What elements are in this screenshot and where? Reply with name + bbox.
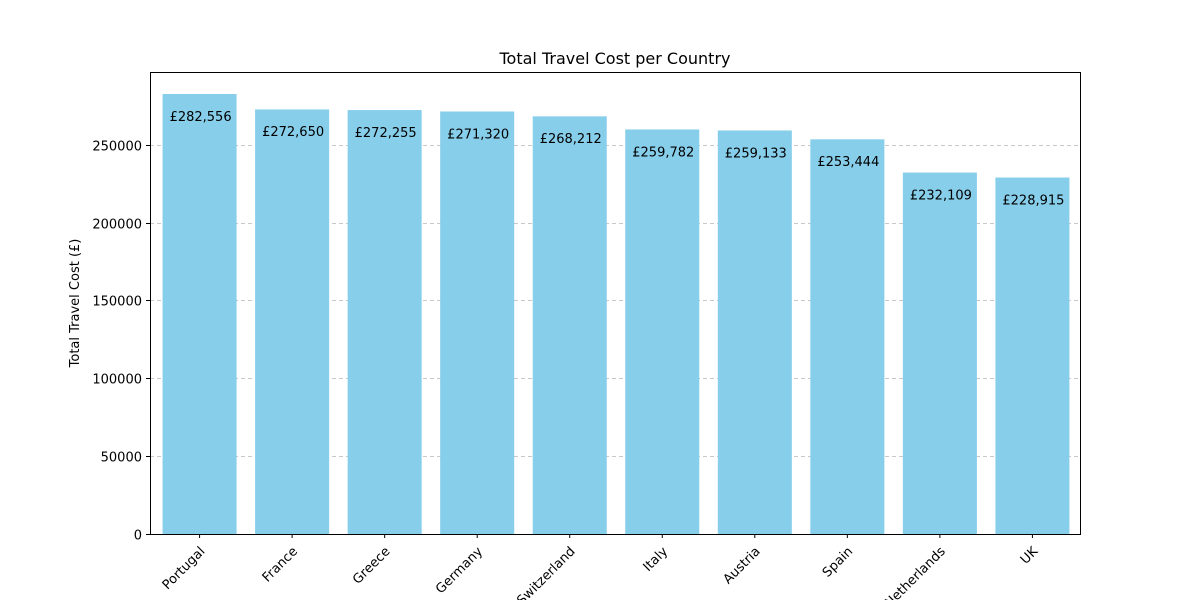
y-axis-label: Total Travel Cost (£) — [68, 239, 83, 369]
bar — [347, 110, 422, 534]
bar — [995, 177, 1070, 534]
x-tick-label: Netherlands — [882, 544, 949, 600]
plot-frame — [150, 72, 1081, 535]
bar-value-label: £268,212 — [540, 132, 602, 147]
bar-value-label: £232,109 — [910, 188, 972, 203]
bar-value-label: £282,556 — [170, 110, 232, 125]
y-tick-label: 0 — [134, 529, 142, 544]
x-tick-label: Italy — [641, 544, 672, 575]
bar — [255, 109, 330, 535]
x-tick-label: Portugal — [160, 544, 209, 593]
bar-value-label: £272,255 — [355, 126, 417, 141]
x-tick-label: France — [260, 544, 301, 585]
y-axis-ticks: 0 50000 100000 150000 200000 250000 — [92, 140, 150, 544]
bar — [162, 94, 237, 534]
x-tick-label: Switzerland — [514, 544, 578, 600]
bar — [717, 130, 792, 534]
y-tick-label: 50000 — [101, 451, 142, 466]
x-tick-label: Spain — [820, 544, 856, 580]
bar — [625, 129, 700, 535]
chart-title: Total Travel Cost per Country — [499, 49, 731, 68]
bar-value-label: £259,782 — [632, 145, 694, 160]
bar — [532, 116, 607, 535]
x-tick-label: Greece — [350, 544, 393, 587]
bar — [902, 172, 977, 534]
bar-value-label: £253,444 — [817, 155, 879, 170]
y-tick-label: 200000 — [92, 218, 142, 233]
y-tick-label: 100000 — [92, 373, 142, 388]
bar-value-label: £259,133 — [725, 146, 787, 161]
x-axis-ticks: Portugal France Greece Germany Switzerland It… — [160, 534, 1042, 600]
bar-value-labels: £282,556 £272,650 £272,255 £271,320 £268,212… — [170, 110, 1065, 209]
bar — [810, 139, 885, 534]
bar-value-label: £272,650 — [262, 125, 324, 140]
bar — [440, 111, 515, 534]
bar-value-label: £228,915 — [1002, 193, 1064, 208]
bar-value-label: £271,320 — [447, 127, 509, 142]
x-tick-label: Germany — [433, 544, 486, 597]
x-tick-label: UK — [1018, 544, 1042, 568]
y-tick-label: 250000 — [92, 140, 142, 155]
x-tick-label: Austria — [721, 544, 764, 587]
bars — [162, 94, 1070, 535]
y-tick-label: 150000 — [92, 295, 142, 310]
